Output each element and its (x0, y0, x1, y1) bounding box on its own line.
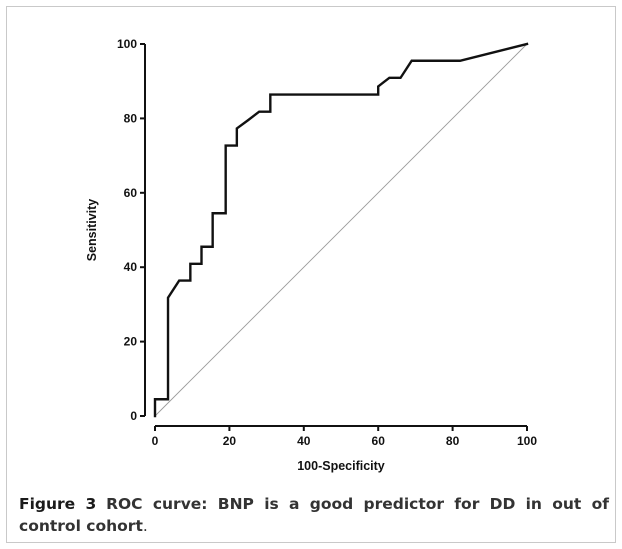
roc-chart: 0 20 40 60 80 100 0 20 40 60 80 100 100-Specificity… (85, 37, 537, 473)
x-tick-label: 100 (517, 434, 537, 448)
y-tick-label: 60 (124, 186, 138, 200)
y-tick-label: 80 (124, 111, 138, 125)
roc-curve-layer (153, 42, 529, 418)
y-axis-title: Sensitivity (85, 199, 99, 262)
reference-diagonal-line (154, 43, 528, 417)
x-axis-title: 100-Specificity (297, 459, 385, 473)
x-tick-label: 20 (223, 434, 237, 448)
y-tick-label: 20 (124, 335, 138, 349)
axis-labels-layer: 100-Specificity Sensitivity (85, 199, 385, 473)
x-tick-label: 80 (446, 434, 460, 448)
figure-caption-period: . (142, 517, 148, 535)
y-tick-label: 0 (130, 409, 137, 423)
axes-layer: 0 20 40 60 80 100 0 20 40 60 80 100 (117, 37, 537, 448)
roc-curve-line (153, 42, 529, 418)
x-tick-label: 60 (372, 434, 386, 448)
x-tick-label: 0 (152, 434, 159, 448)
y-tick-label: 100 (117, 37, 137, 51)
reference-line-layer (154, 43, 528, 417)
figure-caption: Figure 3 ROC curve: BNP is a good predic… (19, 493, 609, 537)
roc-chart-svg: 0 20 40 60 80 100 0 20 40 60 80 100 100-Specificity… (85, 37, 537, 473)
x-tick-label: 40 (297, 434, 311, 448)
figure-label: Figure 3 (19, 495, 97, 513)
figure-caption-text: ROC curve: BNP is a good predictor for D… (19, 495, 609, 535)
y-tick-label: 40 (124, 260, 138, 274)
